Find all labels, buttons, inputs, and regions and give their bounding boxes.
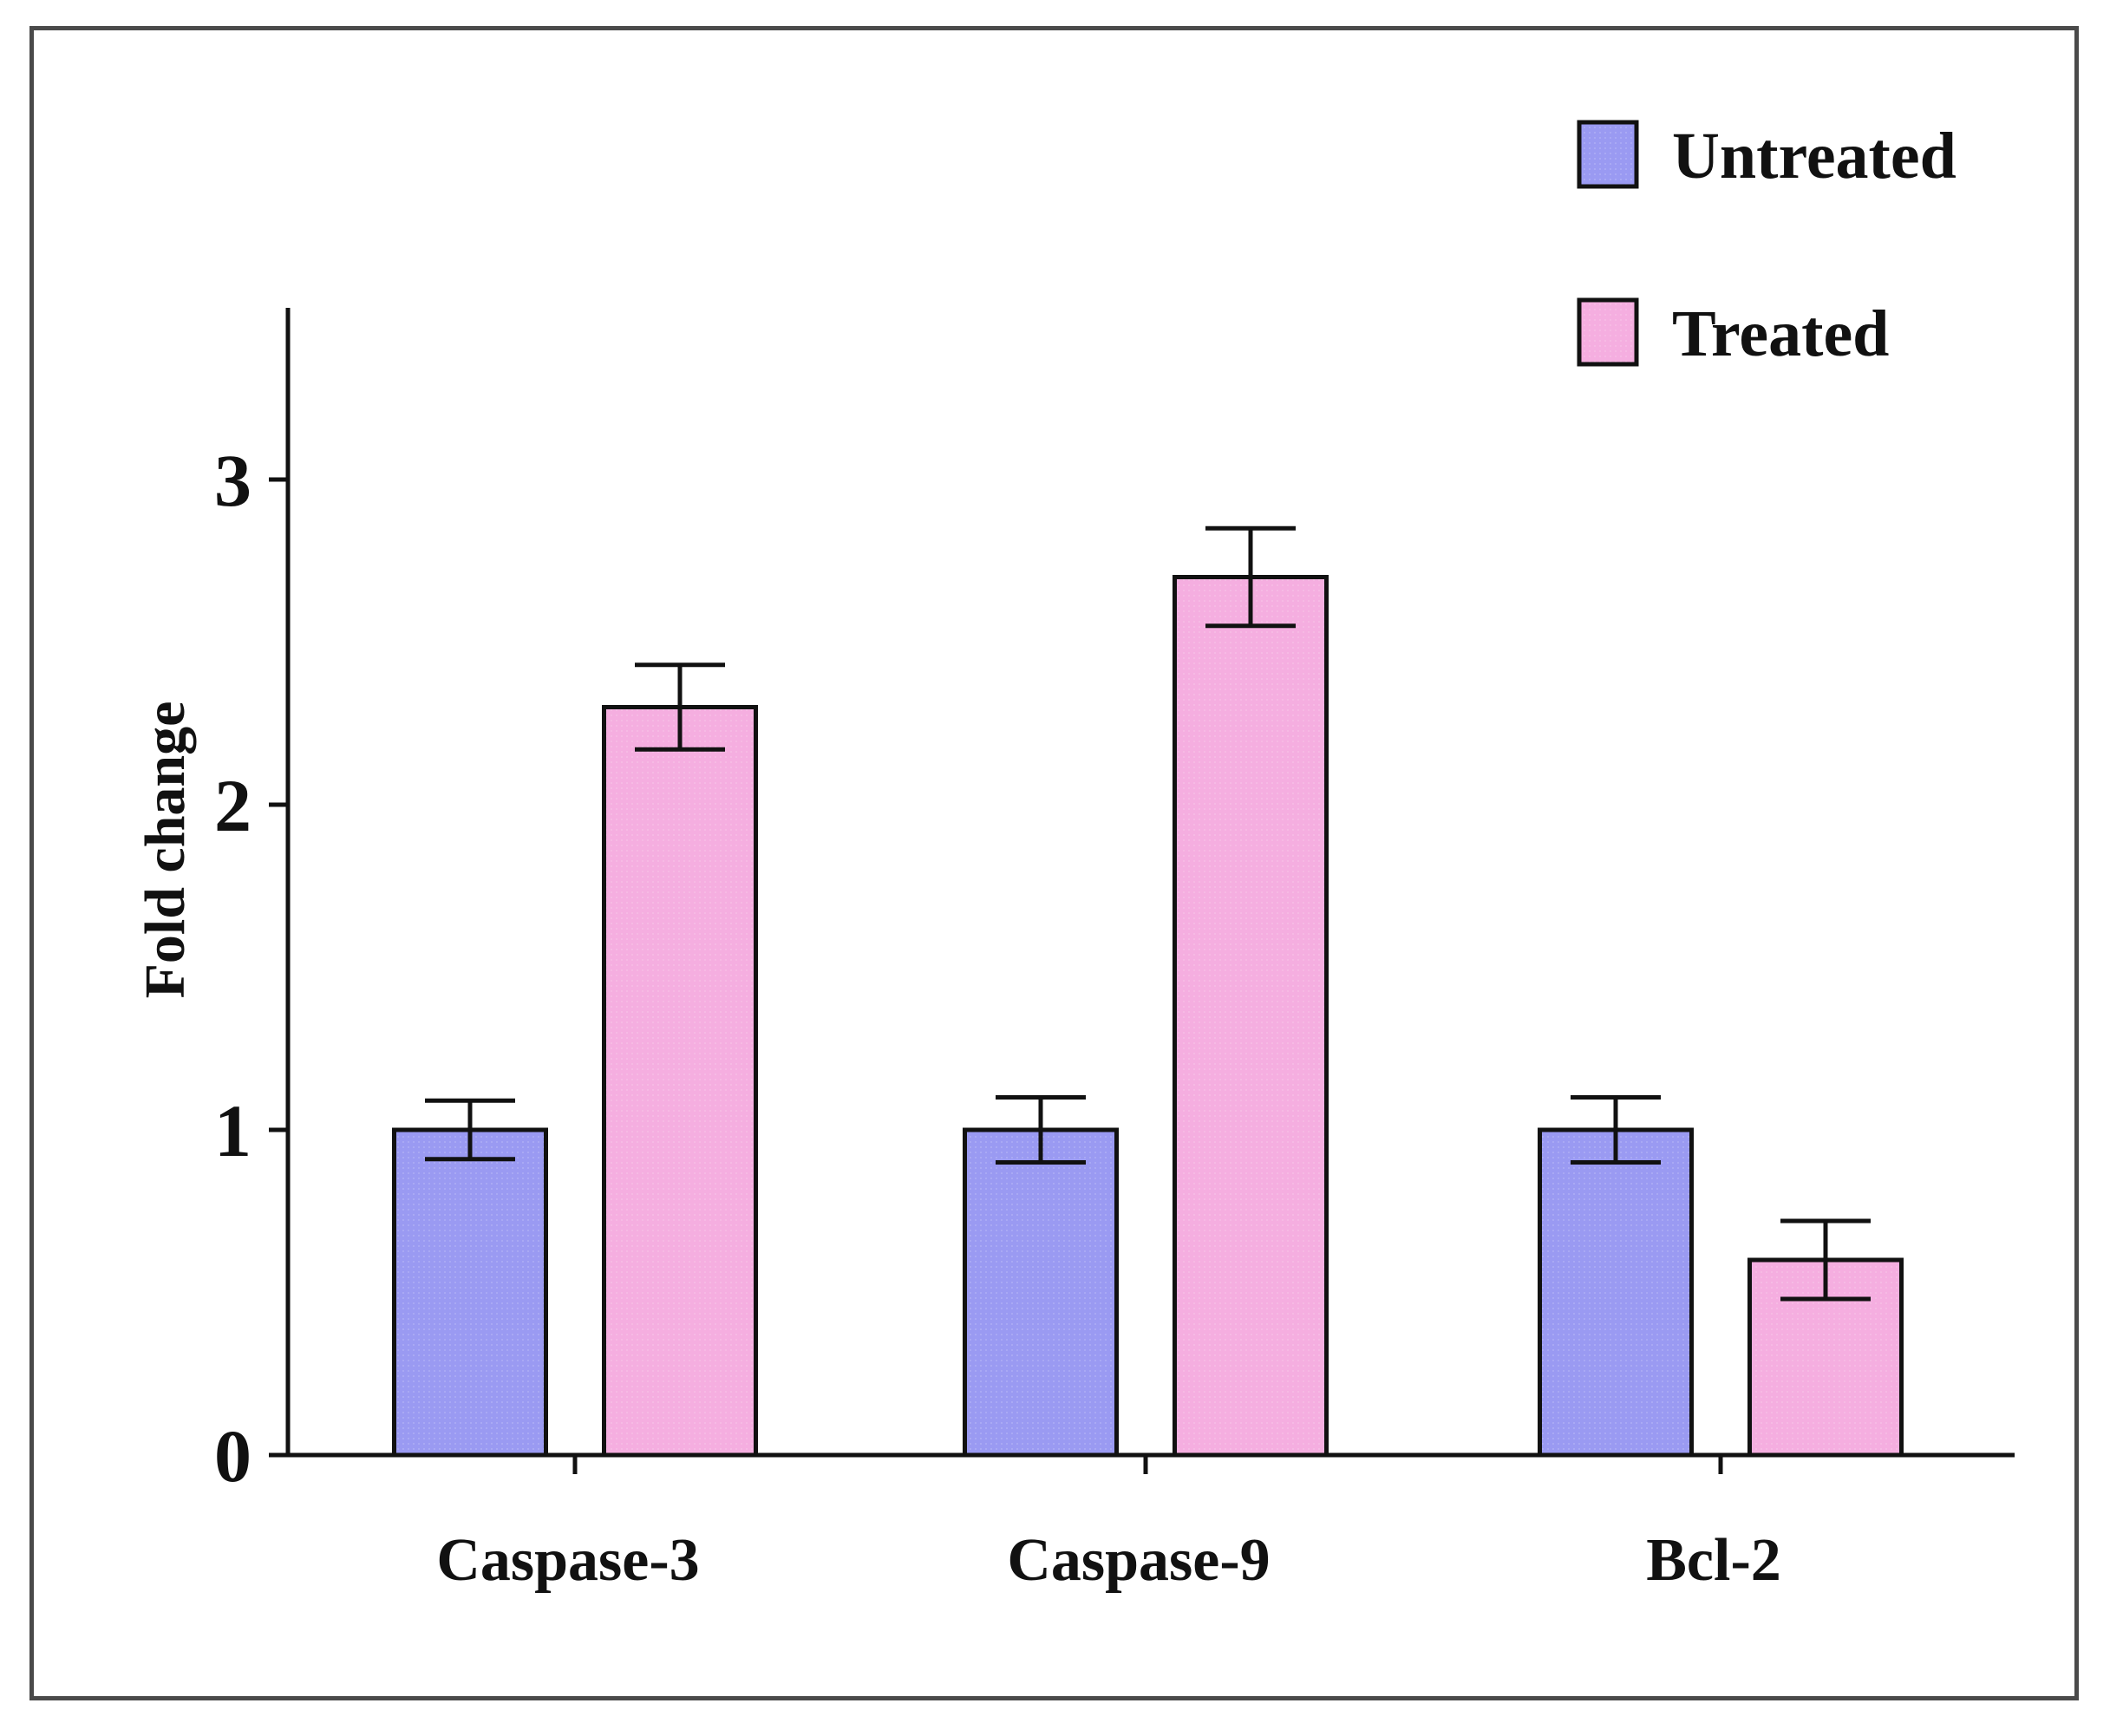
legend-label-treated: Treated bbox=[1672, 297, 1889, 370]
x-tick-label-caspase-9: Caspase-9 bbox=[1007, 1527, 1270, 1594]
labels-group: 0 1 2 3 Caspase-3 Caspase-9 Bcl-2 Fold change bbox=[134, 439, 1781, 1594]
error-bars-group bbox=[425, 525, 1871, 1302]
legend-swatch-treated bbox=[1577, 297, 1639, 367]
y-tick-label-3: 3 bbox=[214, 439, 252, 522]
legend: Untreated Treated bbox=[1577, 120, 1956, 370]
x-tick-label-bcl-2: Bcl-2 bbox=[1646, 1527, 1781, 1594]
y-tick-label-0: 0 bbox=[214, 1414, 252, 1498]
y-axis-title: Fold change bbox=[134, 702, 197, 999]
y-tick-label-1: 1 bbox=[214, 1089, 252, 1172]
bar-treated-caspase-3 bbox=[602, 705, 758, 1458]
axes-group bbox=[269, 308, 2015, 1474]
legend-label-untreated: Untreated bbox=[1672, 120, 1956, 193]
x-tick-label-caspase-3: Caspase-3 bbox=[436, 1527, 699, 1594]
legend-swatch-untreated bbox=[1577, 120, 1639, 189]
y-tick-label-2: 2 bbox=[214, 764, 252, 847]
bar-untreated-caspase-3 bbox=[392, 1127, 548, 1458]
bar-treated-caspase-9 bbox=[1173, 575, 1329, 1458]
bar-untreated-caspase-9 bbox=[963, 1127, 1119, 1458]
bar-untreated-bcl-2 bbox=[1538, 1127, 1694, 1458]
bars-group bbox=[392, 575, 1904, 1458]
